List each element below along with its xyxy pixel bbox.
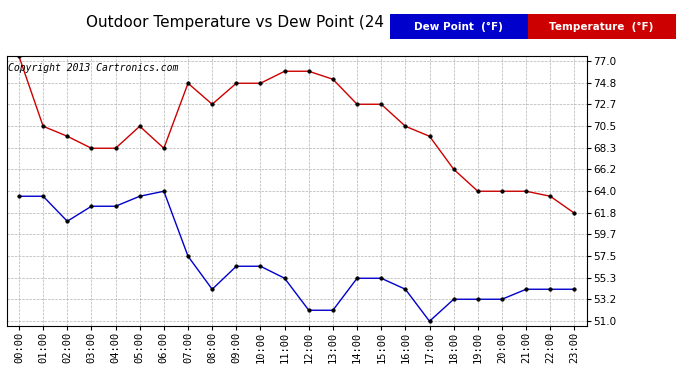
Text: Temperature  (°F): Temperature (°F) <box>549 22 654 32</box>
Text: Dew Point  (°F): Dew Point (°F) <box>415 22 503 32</box>
Text: Copyright 2013 Cartronics.com: Copyright 2013 Cartronics.com <box>8 63 179 73</box>
Text: Outdoor Temperature vs Dew Point (24 Hours) 20130723: Outdoor Temperature vs Dew Point (24 Hou… <box>86 15 522 30</box>
